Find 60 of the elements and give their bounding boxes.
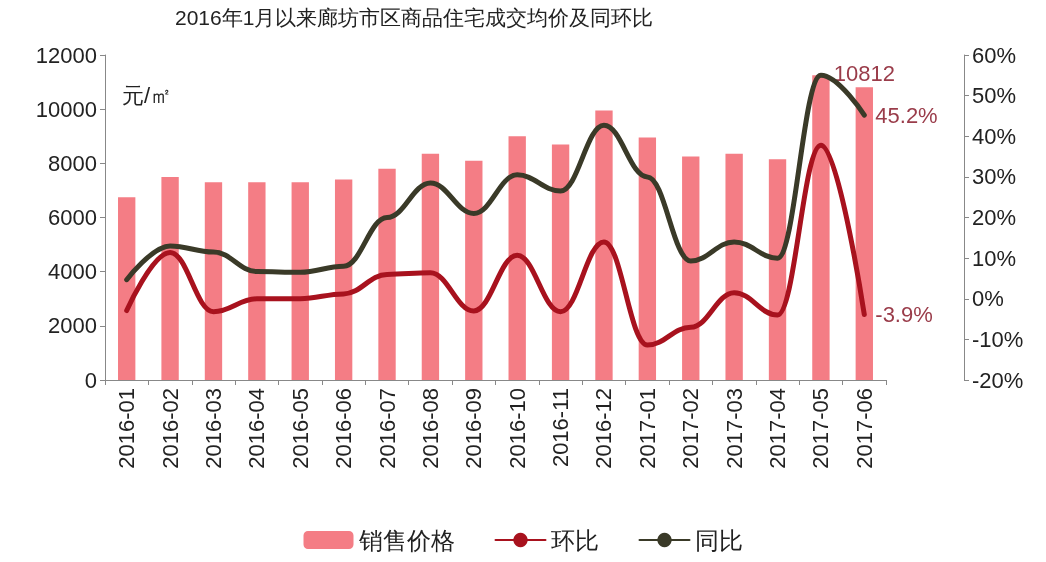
bar bbox=[595, 110, 613, 380]
x-tick-label: 2016-02 bbox=[157, 388, 183, 469]
bar bbox=[508, 136, 526, 380]
y2-tick-label: 40% bbox=[972, 123, 1017, 149]
x-tick-label: 2016-10 bbox=[504, 388, 530, 469]
y2-tick-label: 60% bbox=[972, 42, 1017, 68]
bar bbox=[855, 87, 873, 380]
x-tick-label: 2017-05 bbox=[808, 388, 834, 469]
y-tick-label: 4000 bbox=[48, 259, 97, 285]
x-tick-label: 2016-08 bbox=[417, 388, 443, 469]
bar bbox=[161, 176, 179, 380]
x-tick-label: 2016-07 bbox=[374, 388, 400, 469]
bar bbox=[334, 179, 353, 380]
x-tick-label: 2017-06 bbox=[851, 388, 877, 469]
y2-tick-label: 30% bbox=[972, 164, 1017, 190]
bar bbox=[465, 160, 483, 380]
x-tick-label: 2017-03 bbox=[721, 388, 747, 469]
bar bbox=[768, 159, 787, 380]
data-label: -3.9% bbox=[875, 302, 933, 328]
bar bbox=[682, 156, 700, 380]
x-tick-label: 2016-06 bbox=[331, 388, 357, 469]
x-tick-label: 2016-05 bbox=[287, 388, 313, 469]
bar bbox=[725, 153, 743, 380]
y2-tick-label: 10% bbox=[972, 245, 1017, 271]
bar bbox=[248, 182, 266, 380]
bar bbox=[291, 182, 309, 380]
y2-tick-label: 50% bbox=[972, 83, 1017, 109]
x-tick-label: 2016-09 bbox=[461, 388, 487, 469]
y2-tick-label: 0% bbox=[972, 286, 1004, 312]
legend-label: 销售价格 bbox=[357, 526, 455, 554]
x-tick-label: 2017-04 bbox=[765, 388, 791, 469]
x-tick-label: 2016-12 bbox=[591, 388, 617, 469]
y-tick-label: 10000 bbox=[35, 96, 97, 122]
legend-label: 环比 bbox=[550, 526, 599, 554]
y-axis-title: 元/㎡ bbox=[122, 82, 173, 108]
y-tick-label: 12000 bbox=[35, 42, 97, 68]
x-tick-label: 2017-01 bbox=[634, 388, 660, 469]
y2-tick-label: -10% bbox=[972, 326, 1024, 352]
bar bbox=[551, 144, 570, 380]
bar bbox=[118, 197, 136, 380]
bar bbox=[812, 75, 830, 380]
legend-label: 同比 bbox=[694, 526, 743, 554]
x-tick-label: 2017-02 bbox=[678, 388, 704, 469]
x-tick-label: 2016-03 bbox=[200, 388, 226, 469]
y-tick-label: 0 bbox=[84, 367, 97, 393]
y2-tick-label: 20% bbox=[972, 205, 1017, 230]
data-label: 10812 bbox=[833, 60, 895, 86]
x-tick-label: 2016-11 bbox=[548, 388, 574, 468]
chart-title: 2016年1月以来廊坊市区商品住宅成交均价及同环比 bbox=[175, 6, 654, 29]
x-tick-label: 2016-01 bbox=[114, 388, 140, 469]
y-tick-label: 8000 bbox=[48, 150, 97, 176]
bar bbox=[421, 153, 440, 380]
bar bbox=[204, 182, 223, 380]
data-label: 45.2% bbox=[875, 102, 938, 128]
y2-tick-label: -20% bbox=[972, 367, 1024, 393]
bar bbox=[378, 168, 396, 380]
x-tick-label: 2016-04 bbox=[244, 388, 270, 469]
y-tick-label: 6000 bbox=[48, 205, 97, 230]
bar bbox=[638, 137, 657, 380]
y-tick-label: 2000 bbox=[48, 313, 97, 339]
